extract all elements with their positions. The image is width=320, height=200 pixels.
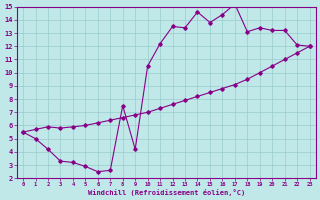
X-axis label: Windchill (Refroidissement éolien,°C): Windchill (Refroidissement éolien,°C) [88,189,245,196]
